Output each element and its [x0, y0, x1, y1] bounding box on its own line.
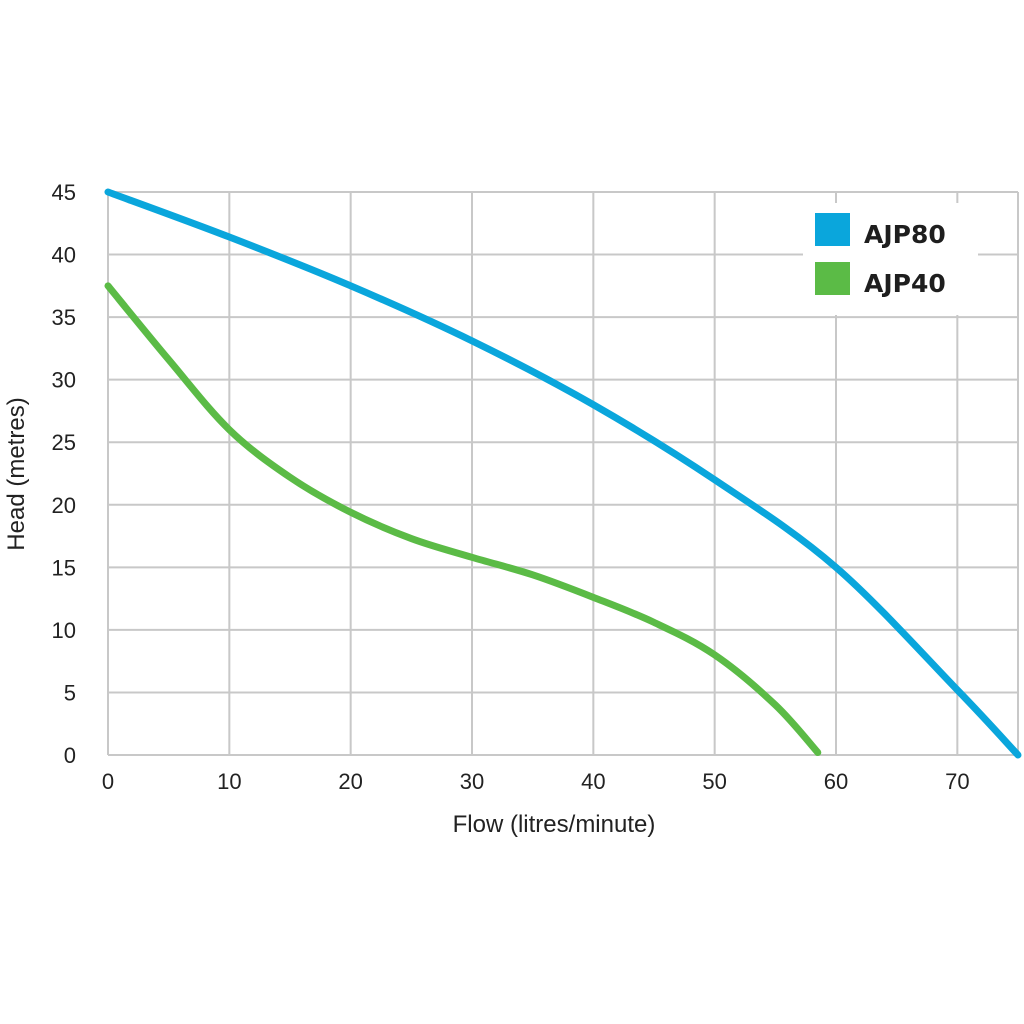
y-tick-label: 5 [64, 680, 76, 705]
y-tick-label: 45 [52, 180, 76, 205]
y-axis-label: Head (metres) [3, 397, 30, 550]
y-tick-label: 20 [52, 493, 76, 518]
x-axis-label: Flow (litres/minute) [453, 811, 656, 838]
x-tick-label: 70 [945, 769, 969, 794]
series-lines [104, 188, 1022, 759]
y-tick-label: 10 [52, 618, 76, 643]
x-tick-label: 10 [217, 769, 241, 794]
legend-swatch-ajp40 [815, 262, 850, 295]
y-tick-label: 0 [64, 743, 76, 768]
y-tick-label: 35 [52, 305, 76, 330]
x-tick-label: 0 [102, 769, 114, 794]
x-tick-label: 40 [581, 769, 605, 794]
legend-label-ajp40: AJP40 [864, 269, 946, 298]
y-tick-label: 25 [52, 430, 76, 455]
x-tick-label: 30 [460, 769, 484, 794]
series-line-ajp80 [104, 188, 1022, 759]
tick-labels: 0 5 10 15 20 25 30 35 40 45 0 10 20 30 40 50 60 70 [52, 180, 970, 794]
y-tick-label: 40 [52, 243, 76, 268]
legend-swatch-ajp80 [815, 213, 850, 246]
legend: AJP80 AJP40 [803, 203, 978, 315]
series-line-ajp40 [104, 282, 822, 756]
y-tick-label: 15 [52, 555, 76, 580]
y-tick-label: 30 [52, 368, 76, 393]
x-tick-label: 60 [824, 769, 848, 794]
x-tick-label: 20 [338, 769, 362, 794]
legend-label-ajp80: AJP80 [864, 220, 946, 249]
x-tick-label: 50 [702, 769, 726, 794]
